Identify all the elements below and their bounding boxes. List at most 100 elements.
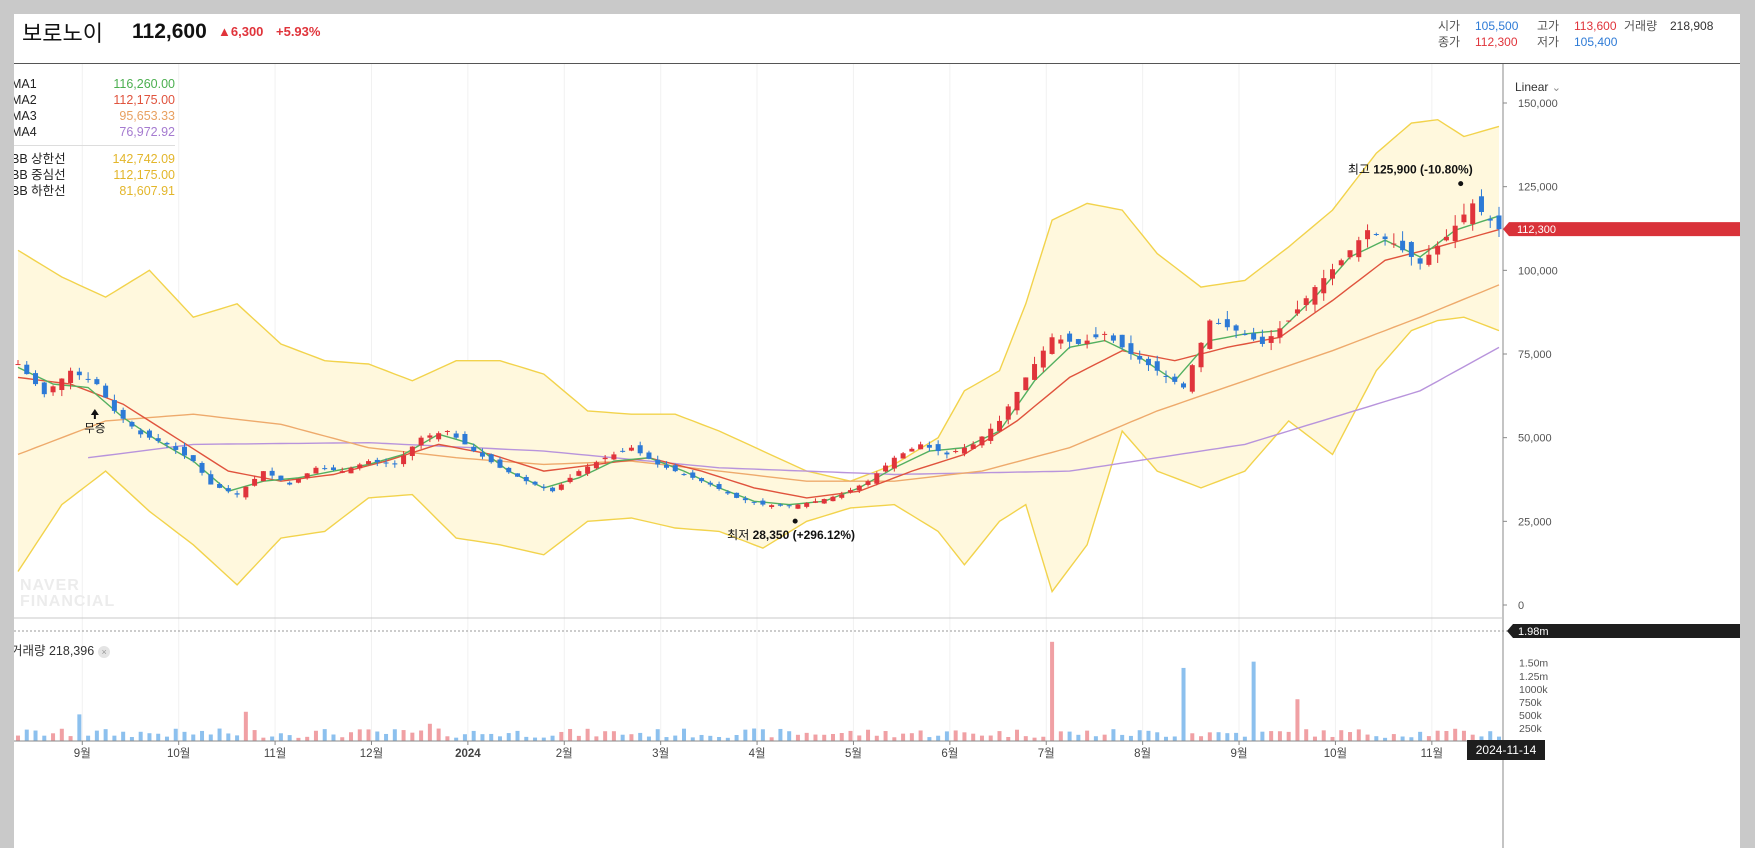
volume-bar [979,735,984,741]
volume-bar [1348,732,1353,741]
volume-bar [401,730,406,741]
candle-body [1286,320,1292,322]
volume-bar [182,731,187,741]
volume-bar [129,737,134,741]
candle-body [777,504,783,506]
time-tick-label: 10월 [167,747,190,760]
volume-bar [235,735,240,741]
volume-bar [760,729,765,741]
time-tick-label: 8월 [1134,747,1151,760]
current-price-label: 112,300 [1517,224,1556,236]
volume-bar [769,737,774,741]
candle-body [1408,242,1414,257]
volume-bar [1470,734,1475,741]
volume-bar [1453,728,1458,741]
volume-bar [1172,736,1177,741]
candle-body [970,444,976,449]
low-value: 105,400 [1574,35,1618,49]
volume-bar [208,734,213,741]
ma4-line [88,346,1500,476]
volume-bar [410,732,415,741]
candle-body [330,467,336,471]
candle-body [252,478,258,486]
candle-body [541,486,547,488]
candle-body [146,430,152,438]
candle-body [59,378,65,391]
candle-body [953,451,959,453]
event-annotation: 무증 [84,423,105,435]
volume-bar [506,733,511,741]
candle-body [1137,355,1143,360]
candle-body [50,386,56,393]
volume-bar [419,730,424,741]
candle-body [611,454,617,460]
candle-body [453,433,459,438]
volume-bar [717,736,722,741]
scale-selector[interactable]: Linear ⌄ [1515,80,1561,94]
volume-bar [804,732,809,741]
volume-bar [585,728,590,741]
volume-bar [1295,699,1300,741]
volume-bar [59,728,64,741]
candle-body [707,482,713,485]
candle-body [234,493,240,495]
volume-legend-label: 거래량 218,396 [14,644,95,658]
candle-body [1443,236,1449,241]
time-tick-label: 4월 [749,747,766,760]
chart-frame: 0 25,000 50,000 75,000 100,000 125,000 150,000… [14,14,1740,848]
candle-body [33,373,39,385]
volume-bar [366,729,371,741]
bollinger-lower-line [17,316,1500,594]
candle-body [699,478,705,482]
candle-body [1312,287,1318,305]
candle-body [891,457,897,469]
volume-bar [1497,736,1501,741]
candle-body [874,473,880,484]
volume-bar [1418,731,1423,741]
candle-body [961,447,967,454]
candle-body [1119,334,1125,348]
candle-body [120,409,126,419]
candle-body [1189,365,1195,392]
close-icon[interactable]: × [98,645,111,658]
legend-divider [14,145,175,146]
candle-body [1207,320,1213,349]
candle-body [760,500,766,505]
candle-body [506,467,512,473]
candle-body [68,370,74,383]
candle-body [1032,364,1038,380]
candle-body [935,444,941,452]
candle-body [462,433,468,445]
current-price-tag [1503,222,1740,237]
volume-bar [901,733,906,741]
candle-body [1259,336,1265,344]
volume-bar [682,728,687,741]
volume-bar [480,734,485,741]
high-annotation: 최고 125,900 (-10.80%) [1348,163,1473,177]
candle-body [1163,375,1169,377]
volume-tick-label: 1.25m [1519,671,1548,683]
volume-bar [1330,736,1335,741]
time-tick-label: 5월 [845,747,862,760]
candle-body [1391,243,1397,245]
volume-bar [1076,734,1081,741]
stock-chart[interactable]: 0 25,000 50,000 75,000 100,000 125,000 150,000… [14,14,1740,848]
candle-body [497,459,503,468]
candle-body [1268,336,1274,343]
volume-bar [138,731,143,741]
volume-bar [603,731,608,741]
candle-body [1110,335,1116,341]
candle-body [427,435,433,438]
low-marker [792,518,798,524]
volume-bar [953,730,958,741]
candle-body [900,453,906,459]
volume-bar [822,734,827,741]
candle-body [392,463,398,465]
volume-bar [1461,730,1466,741]
volume-bar [690,737,695,741]
candle-body [1452,225,1458,242]
candle-body [304,473,310,479]
candle-body [471,446,477,452]
low-annotation: 최저 28,350 (+296.12%) [727,528,855,542]
candle-body [804,502,810,507]
